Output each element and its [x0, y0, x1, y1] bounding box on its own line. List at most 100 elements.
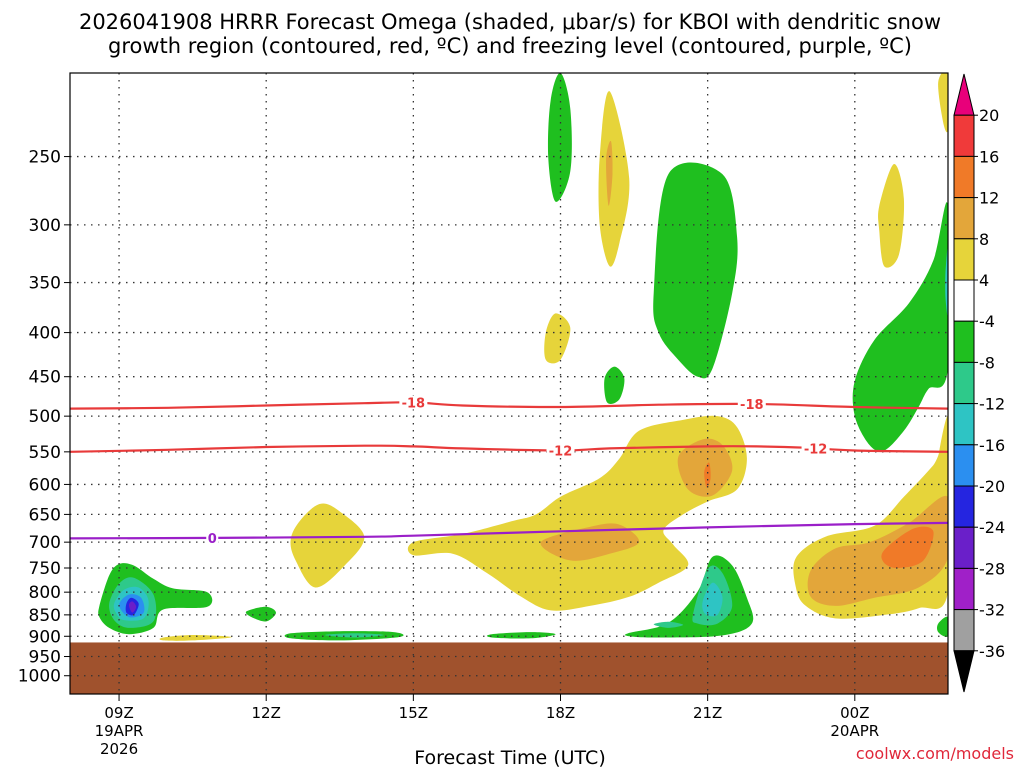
- omega-area: [938, 73, 948, 133]
- y-tick-label: 1000: [18, 667, 61, 687]
- colorbar-segment: [953, 114, 975, 157]
- omega-area: [290, 503, 365, 588]
- omega-area: [540, 523, 640, 561]
- omega-area: [128, 601, 137, 613]
- chart-title-line2: growth region (contoured, red, ºC) and f…: [108, 34, 912, 58]
- x-axis-title: Forecast Time (UTC): [414, 747, 605, 768]
- colorbar-label: 20: [979, 106, 999, 125]
- y-tick-label: 550: [29, 443, 61, 463]
- colorbar-segment: [953, 403, 975, 446]
- y-axis: 2503003504004505005506006507007508008509…: [18, 148, 70, 687]
- contour-line: [70, 401, 948, 410]
- omega-area: [598, 91, 630, 267]
- contour-label: -12: [804, 442, 828, 457]
- omega-area: [606, 140, 613, 206]
- y-tick-label: 400: [29, 324, 61, 344]
- y-tick-label: 700: [29, 533, 61, 553]
- colorbar-segment: [953, 238, 975, 281]
- colorbar-label: -8: [979, 353, 995, 372]
- colorbar-segment: [953, 197, 975, 240]
- y-tick-label: 250: [29, 148, 61, 168]
- omega-area: [881, 526, 934, 569]
- x-tick-date-label: 20APR: [830, 722, 879, 740]
- colorbar-segment: [953, 609, 975, 652]
- colorbar-label: 8: [979, 230, 989, 249]
- y-tick-label: 800: [29, 583, 61, 603]
- contour-layer: -18 -18 -12 -12 0: [70, 395, 948, 547]
- plot-frame: [69, 72, 949, 695]
- x-tick-label: 21Z: [693, 704, 722, 722]
- colorbar-segment: [953, 485, 975, 528]
- colorbar-segment: [953, 320, 975, 363]
- colorbar-label: -28: [979, 559, 1005, 578]
- omega-area: [653, 621, 684, 628]
- omega-area: [159, 635, 232, 641]
- x-tick-label: 18Z: [546, 704, 575, 722]
- colorbar-segment: [953, 526, 975, 569]
- colorbar-label: -12: [979, 395, 1005, 414]
- colorbar-label: -32: [979, 601, 1005, 620]
- colorbar-label: -20: [979, 477, 1005, 496]
- omega-area: [325, 633, 384, 638]
- colorbar-label: -16: [979, 436, 1005, 455]
- colorbar-label: -4: [979, 312, 995, 331]
- ground-terrain: [70, 642, 948, 694]
- contour-label: -12: [549, 444, 573, 459]
- y-tick-label: 500: [29, 407, 61, 427]
- colorbar-label: 12: [979, 189, 999, 208]
- x-tick-date-label: 19APR: [95, 722, 144, 740]
- y-tick-label: 950: [29, 648, 61, 668]
- colorbar-segment: [953, 279, 975, 322]
- y-tick-label: 350: [29, 274, 61, 294]
- credit-text: coolwx.com/models: [856, 744, 1014, 763]
- omega-area: [945, 247, 948, 316]
- contour-label-background: [801, 441, 830, 456]
- contour-label: 0: [208, 532, 217, 547]
- y-tick-label: 750: [29, 559, 61, 579]
- y-tick-label: 850: [29, 606, 61, 626]
- omega-area: [852, 202, 948, 452]
- colorbar-segment: [953, 361, 975, 405]
- contour-label-background: [737, 397, 766, 412]
- x-tick-label: 12Z: [252, 704, 281, 722]
- contour-line: [70, 521, 948, 540]
- omega-area: [245, 606, 276, 622]
- colorbar-bottom-arrow: [953, 650, 975, 693]
- chart-title-line1: 2026041908 HRRR Forecast Omega (shaded, …: [79, 10, 941, 34]
- contour-label: -18: [740, 398, 764, 413]
- y-tick-label: 600: [29, 475, 61, 495]
- colorbar-label: 16: [979, 147, 999, 166]
- y-tick-label: 450: [29, 368, 61, 388]
- colorbar-top-arrow: [953, 73, 975, 116]
- x-tick-label: 15Z: [399, 704, 428, 722]
- plot-area: -18 -18 -12 -12 0: [70, 73, 948, 694]
- contour-label-background: [546, 443, 575, 458]
- omega-area: [407, 415, 747, 611]
- colorbar-label: 4: [979, 271, 989, 290]
- colorbar-label: -36: [979, 642, 1005, 661]
- colorbar-segment: [953, 444, 975, 487]
- omega-area: [937, 616, 948, 637]
- y-tick-label: 300: [29, 216, 61, 236]
- colorbar-segment: [953, 567, 975, 611]
- contour-label: -18: [402, 396, 426, 411]
- y-tick-label: 650: [29, 505, 61, 525]
- colorbar-segment: [953, 155, 975, 199]
- colorbar-label: -24: [979, 518, 1005, 537]
- omega-area: [704, 462, 711, 488]
- contour-label-background: [399, 395, 428, 410]
- omega-area: [677, 438, 733, 497]
- x-tick-label: 09Z: [104, 704, 133, 722]
- omega-area: [604, 366, 625, 405]
- x-tick-label: 00Z: [840, 704, 869, 722]
- x-tick-year-label: 2026: [100, 740, 138, 758]
- y-tick-label: 900: [29, 627, 61, 647]
- omega-area: [653, 162, 738, 379]
- contour-label-background: [206, 530, 219, 545]
- omega-area: [878, 163, 905, 268]
- colorbar: 20 16 12 8 4 -4 -8 -12 -16 -20 -24 -28 -32 -36: [953, 73, 1005, 693]
- terrain-layer: [70, 642, 948, 694]
- omega-shading-layer: [98, 73, 948, 641]
